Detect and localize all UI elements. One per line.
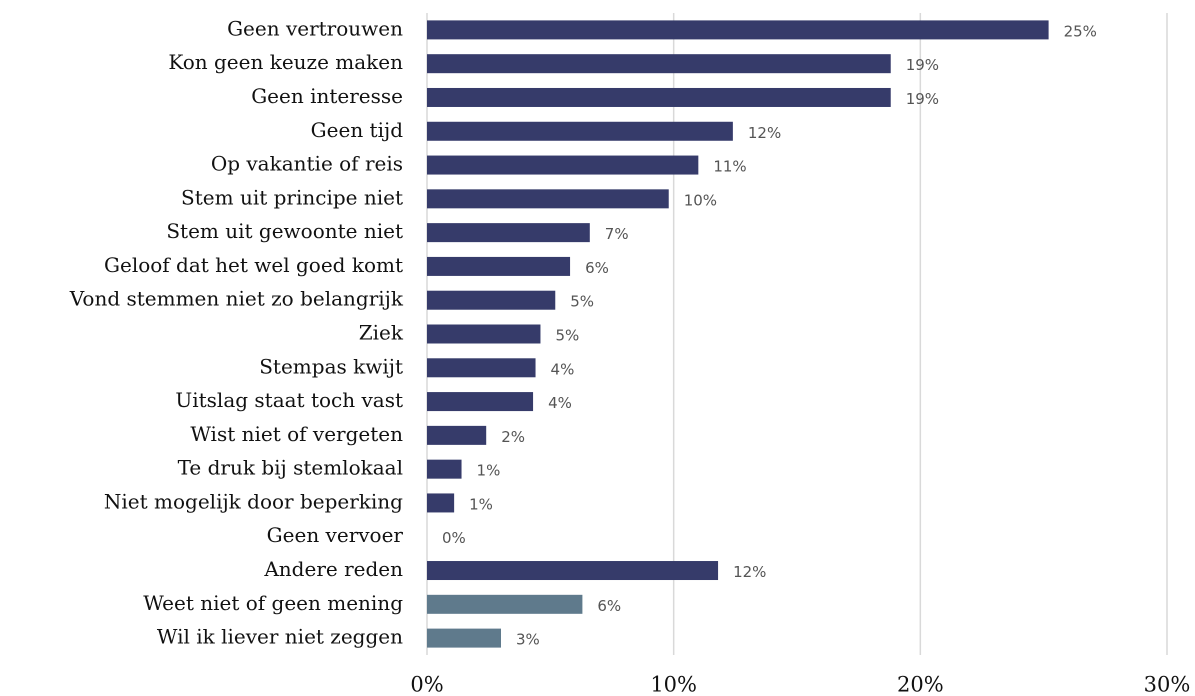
bar [427, 189, 669, 209]
x-tick-label: 30% [1144, 673, 1191, 696]
bar [427, 121, 733, 141]
category-label: Geen tijd [311, 118, 404, 142]
bar [427, 425, 487, 445]
value-label: 5% [570, 293, 594, 311]
value-label: 4% [551, 360, 575, 378]
value-label: 19% [906, 90, 939, 108]
category-label: Ziek [359, 321, 404, 345]
category-label: Geen vervoer [267, 523, 404, 547]
category-label: Geloof dat het wel goed komt [104, 253, 403, 277]
value-label: 6% [597, 597, 621, 615]
category-label: Stempas kwijt [259, 354, 403, 378]
value-label: 12% [733, 563, 766, 581]
bar [427, 561, 719, 581]
bar [427, 223, 590, 243]
bar [427, 594, 583, 614]
value-label: 6% [585, 259, 609, 277]
bar [427, 256, 571, 276]
category-label: Kon geen keuze maken [168, 50, 403, 74]
bar [427, 54, 891, 74]
value-label: 11% [713, 158, 746, 176]
value-label: 10% [684, 191, 717, 209]
bar [427, 628, 501, 648]
category-label: Geen interesse [251, 84, 403, 108]
x-tick-label: 20% [897, 673, 944, 696]
category-label: Op vakantie of reis [211, 152, 403, 176]
category-label: Andere reden [263, 557, 403, 581]
x-tick-label: 0% [410, 673, 443, 696]
category-label: Uitslag staat toch vast [175, 388, 403, 412]
bar [427, 324, 541, 344]
bar [427, 87, 891, 107]
category-label: Wil ik liever niet zeggen [157, 625, 403, 649]
value-label: 4% [548, 394, 572, 412]
value-label: 12% [748, 124, 781, 142]
value-label: 5% [555, 327, 579, 345]
value-label: 1% [477, 462, 501, 480]
bar [427, 493, 455, 513]
category-label: Wist niet of vergeten [190, 422, 403, 446]
value-label: 3% [516, 631, 540, 649]
value-label: 0% [442, 529, 466, 547]
x-tick-label: 10% [650, 673, 697, 696]
category-label: Vond stemmen niet zo belangrijk [69, 287, 404, 311]
category-label: Niet mogelijk door beperking [104, 489, 403, 513]
value-label: 7% [605, 225, 629, 243]
category-label: Te druk bij stemlokaal [178, 456, 403, 480]
value-label: 2% [501, 428, 525, 446]
bar [427, 20, 1049, 40]
value-label: 1% [469, 495, 493, 513]
bar [427, 290, 556, 310]
value-label: 25% [1064, 22, 1097, 40]
bar [427, 392, 534, 412]
category-label: Stem uit gewoonte niet [166, 219, 403, 243]
bar [427, 358, 536, 378]
bar [427, 155, 699, 175]
category-label: Geen vertrouwen [227, 16, 403, 40]
category-label: Stem uit principe niet [181, 185, 403, 209]
value-label: 19% [906, 56, 939, 74]
bar [427, 459, 462, 479]
category-label: Weet niet of geen mening [143, 591, 403, 615]
